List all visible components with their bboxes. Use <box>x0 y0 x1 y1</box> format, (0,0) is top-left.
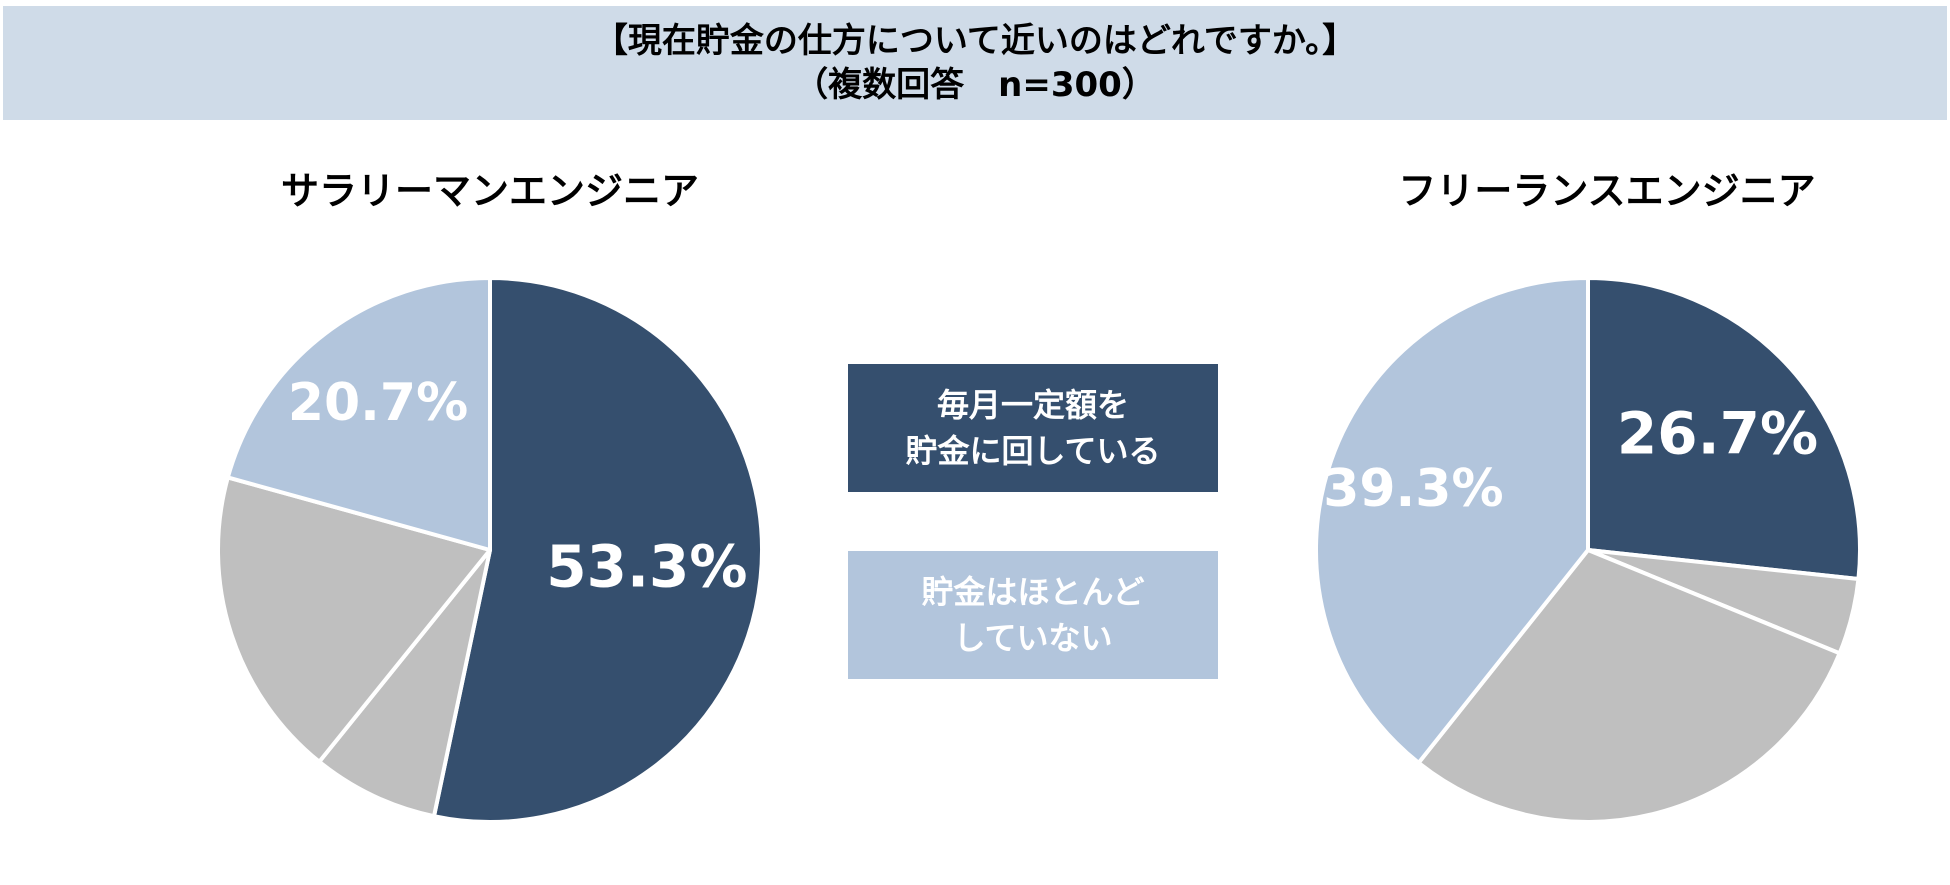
chart-header: 【現在貯金の仕方について近いのはどれですか。】 （複数回答 n=300） <box>3 6 1947 120</box>
pie-slice-1 <box>317 548 492 819</box>
pie-slice-label: 53.3% <box>546 532 747 600</box>
pie-slice-0 <box>1586 276 1862 581</box>
header-subtitle: （複数回答 n=300） <box>794 65 1156 105</box>
pie-slice-3 <box>225 276 492 552</box>
pie-slice-2 <box>216 475 492 764</box>
legend-item-monthly-saving: 毎月一定額を 貯金に回している <box>848 364 1218 492</box>
pie-slice-2 <box>1416 548 1842 824</box>
pie-slice-0 <box>432 276 764 824</box>
legend-label-line: 貯金はほとんど <box>921 573 1145 611</box>
pie-slice-label: 20.7% <box>288 373 468 433</box>
pie-slice-label: 39.3% <box>1323 459 1503 519</box>
pie-title-salaried: サラリーマンエンジニア <box>280 169 699 213</box>
pie-chart-freelance: 26.7% 39.3% <box>1314 276 1862 824</box>
legend-label-line: していない <box>953 619 1113 657</box>
header-title: 【現在貯金の仕方について近いのはどれですか。】 <box>593 21 1357 61</box>
legend-item-hardly-saving: 貯金はほとんど していない <box>848 551 1218 679</box>
legend-label-line: 毎月一定額を <box>936 386 1129 424</box>
pie-title-freelance: フリーランスエンジニア <box>1398 169 1816 213</box>
pie-slice-3 <box>1314 276 1590 765</box>
pie-chart-salaried: 53.3% 20.7% <box>216 276 764 824</box>
legend-label-line: 貯金に回している <box>905 432 1161 470</box>
pie-slice-label: 26.7% <box>1617 400 1818 468</box>
